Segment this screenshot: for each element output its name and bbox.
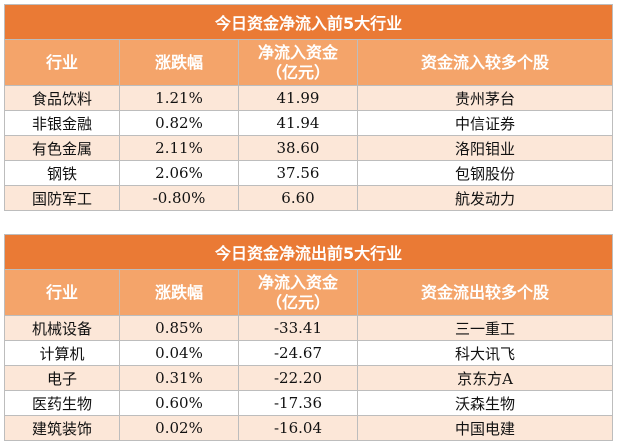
table-row: 钢铁 2.06% 37.56 包钢股份 xyxy=(4,160,614,186)
change-cell: 0.82% xyxy=(119,110,239,136)
change-cell: 1.21% xyxy=(119,85,239,111)
industry-cell: 钢铁 xyxy=(4,160,120,186)
stock-cell: 贵州茅台 xyxy=(356,85,614,111)
table-row: 电子 0.31% -22.20 京东方A xyxy=(4,365,614,391)
amount-cell: -16.04 xyxy=(238,415,358,441)
header-change: 涨跌幅 xyxy=(119,269,239,316)
amount-cell: -33.41 xyxy=(238,315,358,341)
stock-cell: 沃森生物 xyxy=(356,390,614,416)
industry-cell: 计算机 xyxy=(4,340,120,366)
amount-cell: -17.36 xyxy=(238,390,358,416)
industry-cell: 有色金属 xyxy=(4,135,120,161)
table-row: 有色金属 2.11% 38.60 洛阳钼业 xyxy=(4,135,614,161)
stock-cell: 包钢股份 xyxy=(356,160,614,186)
table-row: 计算机 0.04% -24.67 科大讯飞 xyxy=(4,340,614,366)
industry-cell: 医药生物 xyxy=(4,390,120,416)
table-row: 国防军工 -0.80% 6.60 航发动力 xyxy=(4,185,614,211)
stock-cell: 中国电建 xyxy=(356,415,614,441)
table-row: 食品饮料 1.21% 41.99 贵州茅台 xyxy=(4,85,614,111)
industry-cell: 食品饮料 xyxy=(4,85,120,111)
table-row: 非银金融 0.82% 41.94 中信证券 xyxy=(4,110,614,136)
outflow-table: 今日资金净流出前5大行业 行业 涨跌幅 净流入资金 （亿元） 资金流出较多个股 … xyxy=(3,234,614,441)
industry-cell: 建筑装饰 xyxy=(4,415,120,441)
change-cell: -0.80% xyxy=(119,185,239,211)
stock-cell: 航发动力 xyxy=(356,185,614,211)
stock-cell: 中信证券 xyxy=(356,110,614,136)
industry-cell: 机械设备 xyxy=(4,315,120,341)
change-cell: 0.60% xyxy=(119,390,239,416)
industry-cell: 电子 xyxy=(4,365,120,391)
change-cell: 0.85% xyxy=(119,315,239,341)
change-cell: 0.04% xyxy=(119,340,239,366)
table-row: 建筑装饰 0.02% -16.04 中国电建 xyxy=(4,415,614,441)
amount-cell: 38.60 xyxy=(238,135,358,161)
change-cell: 2.11% xyxy=(119,135,239,161)
header-net-amount: 净流入资金 （亿元） xyxy=(238,39,358,86)
header-industry: 行业 xyxy=(4,269,120,316)
industry-cell: 非银金融 xyxy=(4,110,120,136)
change-cell: 0.02% xyxy=(119,415,239,441)
amount-cell: -22.20 xyxy=(238,365,358,391)
stock-cell: 京东方A xyxy=(356,365,614,391)
header-top-stocks: 资金流入较多个股 xyxy=(356,39,614,86)
header-industry: 行业 xyxy=(4,39,120,86)
table-row: 医药生物 0.60% -17.36 沃森生物 xyxy=(4,390,614,416)
amount-cell: 6.60 xyxy=(238,185,358,211)
industry-cell: 国防军工 xyxy=(4,185,120,211)
amount-cell: -24.67 xyxy=(238,340,358,366)
inflow-table-title: 今日资金净流入前5大行业 xyxy=(3,4,614,40)
amount-cell: 41.99 xyxy=(238,85,358,111)
amount-cell: 37.56 xyxy=(238,160,358,186)
amount-cell: 41.94 xyxy=(238,110,358,136)
outflow-table-title: 今日资金净流出前5大行业 xyxy=(3,234,614,270)
header-net-amount: 净流入资金 （亿元） xyxy=(238,269,358,316)
table-row: 机械设备 0.85% -33.41 三一重工 xyxy=(4,315,614,341)
header-top-stocks: 资金流出较多个股 xyxy=(356,269,614,316)
inflow-table: 今日资金净流入前5大行业 行业 涨跌幅 净流入资金 （亿元） 资金流入较多个股 … xyxy=(3,4,614,211)
stock-cell: 科大讯飞 xyxy=(356,340,614,366)
header-change: 涨跌幅 xyxy=(119,39,239,86)
stock-cell: 洛阳钼业 xyxy=(356,135,614,161)
change-cell: 2.06% xyxy=(119,160,239,186)
stock-cell: 三一重工 xyxy=(356,315,614,341)
change-cell: 0.31% xyxy=(119,365,239,391)
